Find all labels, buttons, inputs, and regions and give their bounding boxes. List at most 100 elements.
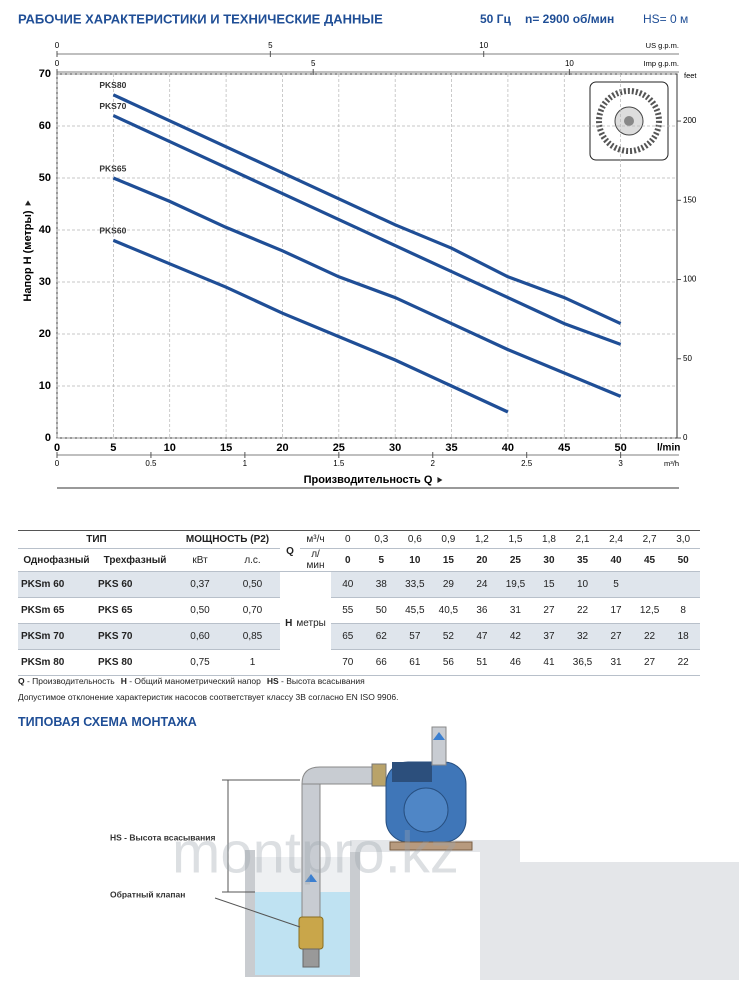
y-axis-label: Напор H (метры) — [22, 210, 34, 301]
chart: РАБОЧИЕ ХАРАКТЕРИСТИКИ И ТЕХНИЧЕСКИЕ ДАН… — [18, 11, 697, 489]
head-value: 40,5 — [431, 597, 466, 624]
head-value: 22 — [565, 597, 600, 624]
imp-gpm-axis-label: Imp g.p.m. — [644, 59, 679, 68]
x-tick-label: 10 — [164, 442, 176, 454]
head-value: 32 — [565, 623, 600, 650]
head-symbol: H — [285, 618, 293, 629]
power-kw: 0,60 — [175, 623, 226, 650]
flow-m3h: 0 — [331, 530, 365, 549]
arrow — [25, 200, 31, 206]
table-row: PKSm 65 PKS 65 0,50 0,70 55 50 45,5 40,5 36 31 27 2… — [18, 597, 700, 624]
head-value: 12,5 — [632, 597, 667, 624]
model-single: PKSm 65 — [18, 597, 95, 624]
series-line — [112, 93, 622, 326]
hs-dimension — [214, 779, 301, 928]
x-tick-label: 50 — [615, 442, 627, 454]
head-value: 10 — [565, 571, 600, 598]
series-label: PKS60 — [99, 226, 126, 236]
head-value: 22 — [632, 623, 667, 650]
header-cell: л/мин — [300, 548, 332, 572]
head-value: 22 — [666, 649, 700, 676]
m3h-axis-tick-label: 1.5 — [333, 459, 345, 468]
flow-m3h: 1,8 — [532, 530, 566, 549]
note-text: - Высота всасывания — [278, 676, 365, 686]
x-unit: l/min — [657, 443, 680, 454]
m3h-axis-tick-label: 3 — [618, 459, 623, 468]
section-title: ТИПОВАЯ СХЕМА МОНТАЖА — [18, 715, 197, 729]
flow-m3h: 2,4 — [599, 530, 633, 549]
table-row: Однофазный Трехфазный кВт л.с. л/мин 0 5 10 15 20… — [18, 548, 700, 572]
head-value: 27 — [632, 649, 667, 676]
watermark: montpro.kz — [172, 820, 459, 885]
head-value: 38 — [364, 571, 399, 598]
flow-lmin: 50 — [666, 548, 700, 572]
m3h-axis-tick-label: 0 — [55, 459, 60, 468]
frequency: 50 Гц — [480, 12, 511, 26]
valve-label: Обратный клапан — [110, 889, 185, 899]
x-tick-label: 20 — [276, 442, 288, 454]
feet-tick-label: 100 — [683, 275, 697, 284]
model-single: PKSm 80 — [18, 649, 95, 676]
header-cell: МОЩНОСТЬ (P2) — [175, 530, 281, 549]
x-tick-label: 40 — [502, 442, 514, 454]
x-tick-label: 0 — [54, 442, 60, 454]
model-single: PKSm 60 — [18, 571, 95, 598]
head-value: 33,5 — [398, 571, 432, 598]
head-value: 42 — [498, 623, 533, 650]
head-value: 41 — [532, 649, 566, 676]
head-value: 47 — [465, 623, 499, 650]
flow-lmin: 30 — [532, 548, 566, 572]
note-term: Q — [18, 676, 25, 686]
head-value — [632, 571, 667, 598]
flow-lmin: 20 — [465, 548, 499, 572]
feet-tick-label: 150 — [683, 195, 697, 204]
head-value: 61 — [398, 649, 432, 676]
head-value: 51 — [465, 649, 499, 676]
header-cell: ТИП — [18, 530, 176, 549]
head-value: 31 — [599, 649, 633, 676]
note-text: - Общий манометрический напор — [126, 676, 261, 686]
foot-valve — [298, 916, 324, 968]
model-three: PKS 60 — [95, 571, 176, 598]
us-gpm-axis-tick-label: 5 — [268, 41, 273, 50]
y-tick-label: 30 — [39, 276, 51, 288]
speed: n= 2900 об/мин — [525, 12, 614, 26]
power-hp: 0,85 — [225, 623, 281, 650]
head-value: 8 — [666, 597, 700, 624]
suction-pipe — [301, 763, 387, 925]
m3h-axis-tick-label: 1 — [243, 459, 248, 468]
x-axis-label: Производительность Q — [304, 474, 433, 486]
flow-m3h: 0,6 — [398, 530, 432, 549]
imp-gpm-axis-tick-label: 0 — [55, 59, 60, 68]
pump — [385, 726, 473, 851]
series-label: PKS65 — [99, 163, 126, 173]
power-hp: 0,70 — [225, 597, 281, 624]
head-value: 65 — [331, 623, 365, 650]
x-tick-label: 45 — [558, 442, 570, 454]
imp-gpm-axis-tick-label: 5 — [311, 59, 316, 68]
flow-m3h: 0,9 — [431, 530, 466, 549]
m3h-axis-tick-label: 0.5 — [145, 459, 157, 468]
head-value: 18 — [666, 623, 700, 650]
flow-lmin: 5 — [364, 548, 399, 572]
model-three: PKS 70 — [95, 623, 176, 650]
note-text: - Производительность — [24, 676, 115, 686]
head-value: 27 — [599, 623, 633, 650]
power-kw: 0,75 — [175, 649, 226, 676]
series-line — [112, 176, 622, 398]
head-value: 66 — [364, 649, 399, 676]
y-tick-label: 40 — [39, 224, 51, 236]
feet-axis-label: feet — [684, 71, 697, 80]
flow-lmin: 10 — [398, 548, 432, 572]
model-three: PKS 80 — [95, 649, 176, 676]
title: РАБОЧИЕ ХАРАКТЕРИСТИКИ И ТЕХНИЧЕСКИЕ ДАН… — [18, 11, 383, 26]
head-value: 19,5 — [498, 571, 533, 598]
us-gpm-axis-tick-label: 0 — [55, 41, 60, 50]
imp-gpm-axis-tick-label: 10 — [565, 59, 574, 68]
head-value: 36,5 — [565, 649, 600, 676]
suction-height: HS= 0 м — [643, 12, 688, 26]
head-value: 45,5 — [398, 597, 432, 624]
